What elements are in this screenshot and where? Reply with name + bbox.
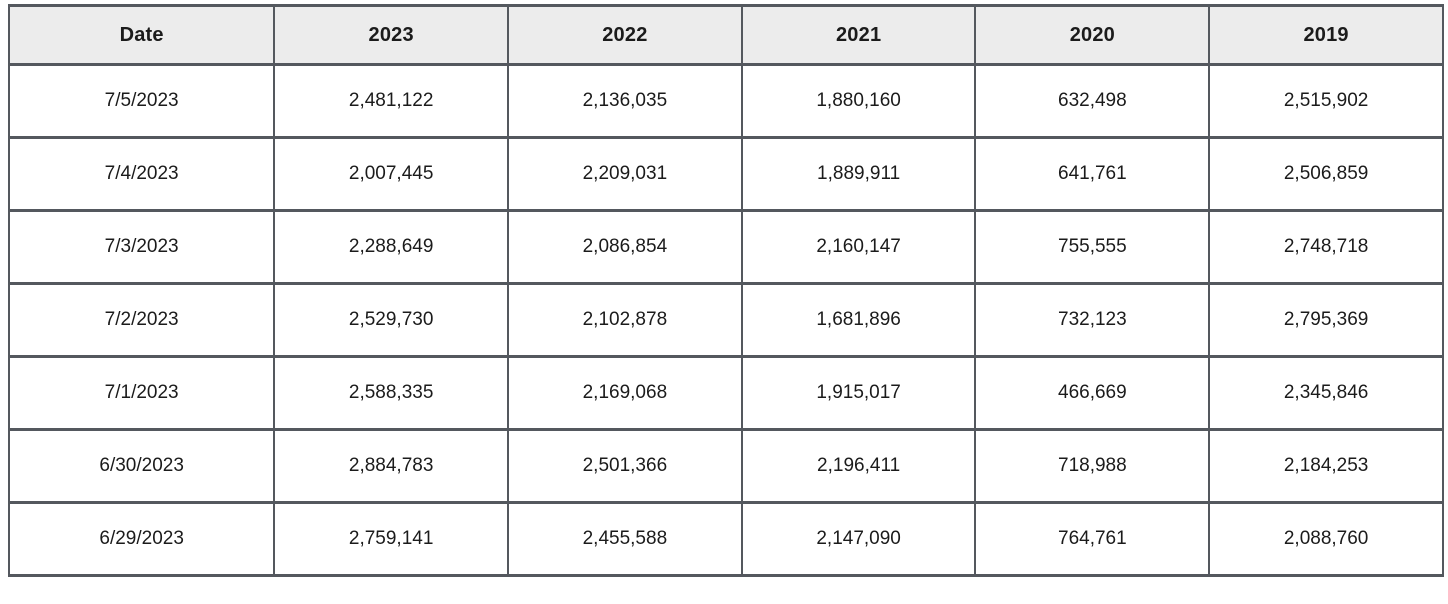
value-cell: 2,147,090 <box>740 501 977 577</box>
value-cell: 2,759,141 <box>273 501 510 577</box>
table-row: 7/5/2023 2,481,122 2,136,035 1,880,160 632,4… <box>7 63 1444 139</box>
value-cell: 2,481,122 <box>273 63 510 139</box>
table-row: 7/3/2023 2,288,649 2,086,854 2,160,147 755,5… <box>7 209 1444 285</box>
date-cell: 7/5/2023 <box>7 63 276 139</box>
date-cell: 6/29/2023 <box>7 501 276 577</box>
value-cell: 2,515,902 <box>1208 63 1444 139</box>
column-header-year: 2020 <box>974 4 1211 66</box>
value-cell: 1,880,160 <box>740 63 977 139</box>
value-cell: 718,988 <box>974 428 1211 504</box>
value-cell: 755,555 <box>974 209 1211 285</box>
date-cell: 7/1/2023 <box>7 355 276 431</box>
value-cell: 2,160,147 <box>740 209 977 285</box>
table-body: 7/5/2023 2,481,122 2,136,035 1,880,160 632,4… <box>7 63 1444 577</box>
table-row: 6/29/2023 2,759,141 2,455,588 2,147,090 764,… <box>7 501 1444 577</box>
value-cell: 641,761 <box>974 136 1211 212</box>
value-cell: 2,007,445 <box>273 136 510 212</box>
table-row: 7/4/2023 2,007,445 2,209,031 1,889,911 641,7… <box>7 136 1444 212</box>
value-cell: 2,196,411 <box>740 428 977 504</box>
value-cell: 1,915,017 <box>740 355 977 431</box>
date-cell: 7/2/2023 <box>7 282 276 358</box>
column-header-year: 2021 <box>740 4 977 66</box>
value-cell: 764,761 <box>974 501 1211 577</box>
value-cell: 2,209,031 <box>507 136 743 212</box>
value-cell: 2,169,068 <box>507 355 743 431</box>
table-row: 7/2/2023 2,529,730 2,102,878 1,681,896 732,1… <box>7 282 1444 358</box>
value-cell: 2,455,588 <box>507 501 743 577</box>
value-cell: 2,529,730 <box>273 282 510 358</box>
value-cell: 2,086,854 <box>507 209 743 285</box>
value-cell: 1,681,896 <box>740 282 977 358</box>
value-cell: 2,501,366 <box>507 428 743 504</box>
column-header-year: 2023 <box>273 4 510 66</box>
value-cell: 2,884,783 <box>273 428 510 504</box>
value-cell: 2,345,846 <box>1208 355 1444 431</box>
value-cell: 2,184,253 <box>1208 428 1444 504</box>
column-header-year: 2022 <box>507 4 743 66</box>
value-cell: 2,795,369 <box>1208 282 1444 358</box>
table-header-row: Date 2023 2022 2021 2020 2019 <box>7 4 1444 66</box>
date-cell: 7/4/2023 <box>7 136 276 212</box>
value-cell: 732,123 <box>974 282 1211 358</box>
table-header: Date 2023 2022 2021 2020 2019 <box>7 4 1444 66</box>
value-cell: 632,498 <box>974 63 1211 139</box>
value-cell: 2,136,035 <box>507 63 743 139</box>
value-cell: 2,588,335 <box>273 355 510 431</box>
value-cell: 466,669 <box>974 355 1211 431</box>
date-cell: 7/3/2023 <box>7 209 276 285</box>
date-cell: 6/30/2023 <box>7 428 276 504</box>
table-row: 6/30/2023 2,884,783 2,501,366 2,196,411 718,… <box>7 428 1444 504</box>
travel-numbers-table: Date 2023 2022 2021 2020 2019 7/5/2023 2,481,1… <box>7 4 1444 577</box>
value-cell: 1,889,911 <box>740 136 977 212</box>
value-cell: 2,506,859 <box>1208 136 1444 212</box>
value-cell: 2,088,760 <box>1208 501 1444 577</box>
value-cell: 2,102,878 <box>507 282 743 358</box>
table-row: 7/1/2023 2,588,335 2,169,068 1,915,017 466,6… <box>7 355 1444 431</box>
value-cell: 2,748,718 <box>1208 209 1444 285</box>
column-header-year: 2019 <box>1208 4 1444 66</box>
value-cell: 2,288,649 <box>273 209 510 285</box>
column-header-date: Date <box>7 4 276 66</box>
